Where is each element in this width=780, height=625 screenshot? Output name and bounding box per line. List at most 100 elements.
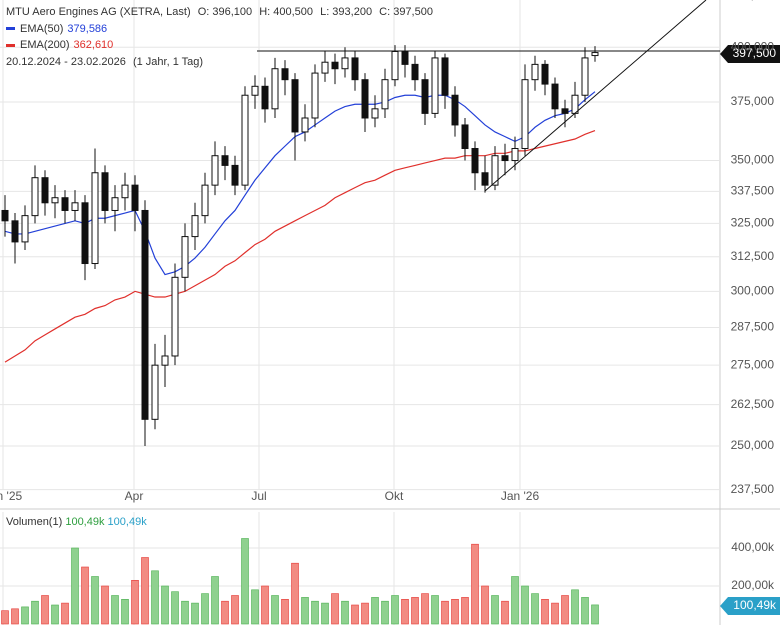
y-tick-label: 287,500	[731, 320, 775, 334]
volume-bar	[461, 597, 469, 625]
candle-body	[511, 148, 519, 162]
candle-body	[281, 68, 289, 81]
volume-bar	[321, 602, 329, 625]
candle-body	[331, 61, 339, 70]
candle-body	[221, 155, 229, 166]
grid	[0, 0, 720, 625]
volume-bar	[331, 593, 339, 625]
volume-bar	[551, 602, 559, 625]
y-tick-label: 400,00k	[731, 540, 775, 554]
price-tag-label: 397,500	[733, 46, 777, 60]
x-tick-label: Apr	[125, 489, 144, 503]
y-tick-label: 275,000	[731, 357, 775, 371]
candle-body	[301, 117, 309, 133]
volume-bar	[11, 608, 19, 625]
candle-body	[51, 197, 59, 204]
y-tick-label: 325,000	[731, 216, 775, 230]
candle-body	[571, 94, 579, 114]
candle-body	[121, 184, 129, 199]
span: (1 Jahr, 1 Tag)	[132, 55, 204, 68]
x-tick-label: Jan '26	[501, 489, 540, 503]
volume-bar	[301, 597, 309, 625]
candle-body	[361, 79, 369, 119]
candle-body	[91, 172, 99, 265]
volume-value: 100,49k	[107, 516, 147, 528]
legend-label: EMA(200)	[20, 39, 70, 51]
volume-bar	[521, 585, 529, 625]
y-tick-label: 237,500	[731, 482, 775, 496]
legend: MTU Aero Engines AG (XETRA, Last) O: 396…	[6, 4, 437, 70]
candle-body	[431, 57, 439, 114]
candle-body	[541, 63, 549, 85]
candle-body	[261, 85, 269, 110]
candle-body	[141, 209, 149, 420]
volume-bar	[511, 576, 519, 625]
y-tick-label: 425,000	[731, 0, 775, 2]
volume-bar	[201, 593, 209, 625]
volume-bar	[571, 589, 579, 625]
candle-body	[271, 68, 279, 110]
candle-body	[491, 155, 499, 186]
candle-body	[81, 202, 89, 265]
candle-body	[341, 57, 349, 70]
candle-body	[551, 83, 559, 110]
candle-body	[211, 155, 219, 186]
volume-value: 100,49k	[65, 516, 105, 528]
volume-bar	[251, 589, 259, 625]
volume-bar	[61, 602, 69, 625]
volume-bar	[241, 538, 249, 625]
volume-bar	[1, 610, 9, 625]
volume-bar	[181, 600, 189, 625]
volume-tag-label: 100,49k	[733, 598, 777, 612]
candle-body	[351, 57, 359, 81]
volume-bar	[141, 557, 149, 625]
candle-body	[131, 184, 139, 211]
volume-bar	[221, 600, 229, 625]
candle-body	[61, 197, 69, 211]
volume-tag	[720, 597, 780, 615]
ema-line	[4, 129, 596, 363]
volume-bar	[111, 595, 119, 625]
volume-bar	[231, 595, 239, 625]
volume-bar	[101, 585, 109, 625]
volume-bar	[281, 598, 289, 625]
candle-body	[381, 79, 389, 110]
ohlc: L: 393,200	[320, 6, 373, 18]
volume-bar	[591, 604, 599, 625]
volume-bar	[421, 593, 429, 625]
volume-bar	[561, 595, 569, 625]
volume-bar	[411, 597, 419, 625]
volume-bar	[581, 597, 589, 625]
volume-bar	[491, 595, 499, 625]
legend-label: EMA(50)	[20, 22, 64, 35]
candle-body	[561, 108, 569, 114]
candle-body	[41, 177, 49, 204]
candle-body	[1, 209, 9, 222]
volume-bar	[191, 602, 199, 625]
y-tick-label: 262,500	[731, 397, 775, 411]
candle-body	[451, 94, 459, 126]
volume-title: Volumen(1)	[6, 516, 63, 528]
legend-swatch	[6, 43, 15, 47]
candle-body	[441, 57, 449, 96]
volume-bar	[401, 598, 409, 625]
volume-bar	[341, 600, 349, 625]
candle-body	[21, 215, 29, 243]
candle-body	[101, 172, 109, 211]
volume-bar	[171, 591, 179, 625]
candle-body	[481, 172, 489, 186]
volume-bar	[381, 600, 389, 625]
volume-bar	[261, 585, 269, 625]
volume-bar	[91, 576, 99, 625]
volume-bar	[121, 598, 129, 625]
volume-bar	[51, 604, 59, 625]
candle-body	[371, 108, 379, 119]
candle-body	[71, 202, 79, 211]
candle-body	[241, 94, 249, 186]
candle-body	[11, 220, 19, 243]
ohlc: H: 400,500	[259, 6, 314, 18]
volume-bar	[311, 600, 319, 625]
candle-body	[471, 148, 479, 174]
volume-legend: Volumen(1) 100,49k 100,49k	[6, 516, 147, 528]
